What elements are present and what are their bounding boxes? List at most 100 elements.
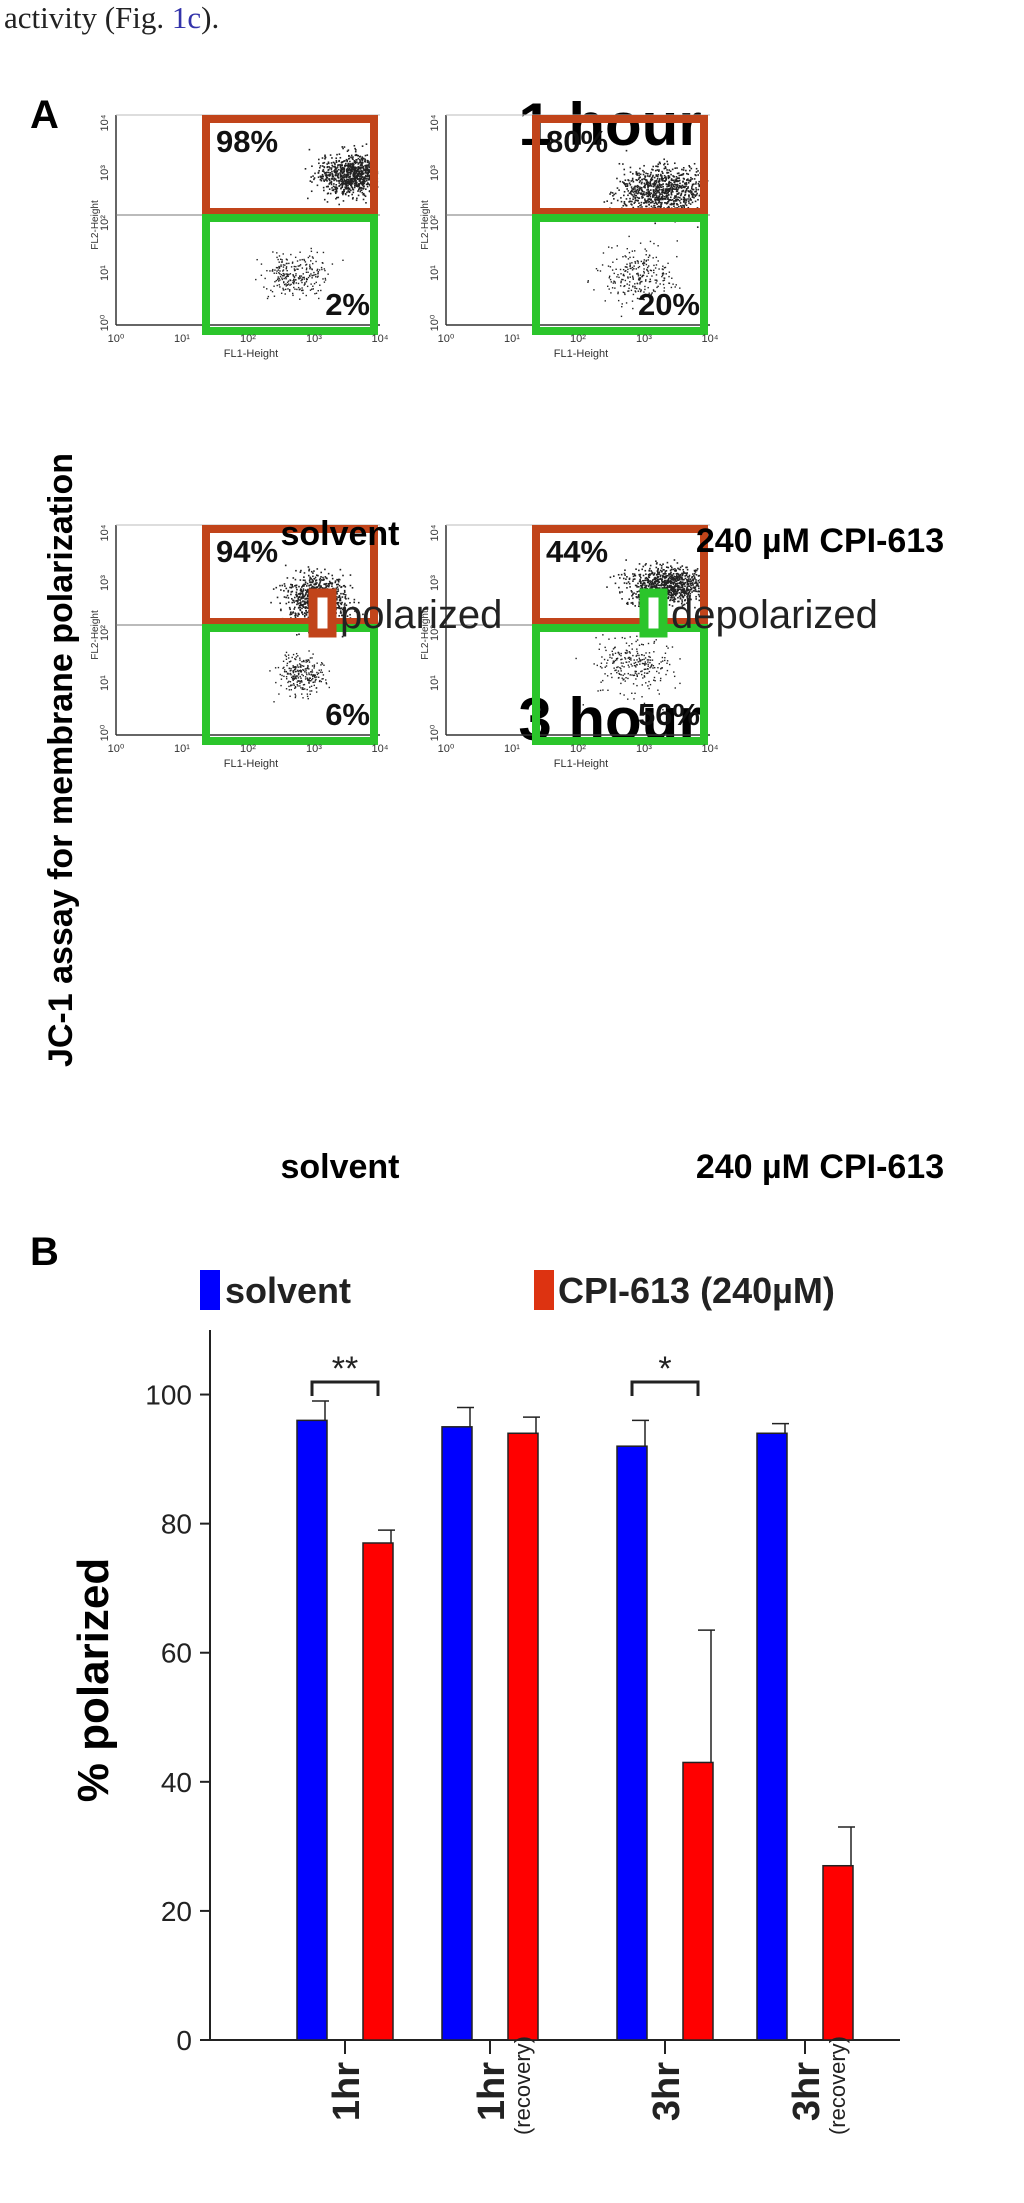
x-tick-label: 10² [240,333,256,345]
event-dot [295,675,297,677]
event-dot [301,591,304,593]
event-dot [649,184,652,187]
event-dot [302,593,304,596]
legend-swatch-solvent [200,1270,220,1310]
event-dot [621,181,624,183]
event-dot [668,586,671,589]
event-dot [298,604,301,607]
event-dot [643,668,646,671]
event-dot [367,165,369,168]
event-dot [622,662,624,664]
event-dot [352,174,354,176]
event-dot [657,580,660,583]
event-dot [318,269,321,271]
event-dot [303,258,305,261]
event-dot [313,271,315,274]
event-dot [611,269,614,271]
event-dot [299,579,302,581]
event-dot [676,240,678,242]
event-dot [282,660,285,663]
event-dot [298,585,300,588]
event-dot [360,173,363,176]
event-dot [668,275,670,278]
event-dot [299,665,302,668]
event-dot [677,585,679,588]
event-dot [647,199,649,202]
event-dot [608,288,610,290]
event-dot [629,183,632,186]
event-dot [321,177,324,180]
event-dot [649,574,651,576]
event-dot [279,273,281,275]
event-dot [661,188,664,191]
event-dot [354,179,356,182]
event-dot [322,175,324,178]
event-dot [620,682,622,685]
event-dot [619,268,622,271]
event-dot [668,574,671,576]
event-dot [627,258,630,260]
event-dot [645,178,647,181]
event-dot [317,275,319,277]
event-dot [365,143,368,145]
x-tick-label: 3hr [646,2062,688,2121]
event-dot [368,190,371,193]
event-dot [657,584,660,587]
event-dot [656,286,658,289]
event-dot [306,695,309,698]
event-dot [665,273,667,275]
event-dot [342,574,344,577]
event-dot [644,198,646,201]
event-dot [357,170,360,173]
event-dot [308,672,310,674]
y-tick-label: 10⁰ [429,314,441,331]
event-dot [670,202,673,205]
event-dot [654,190,657,193]
event-dot [661,184,663,186]
event-dot [688,164,690,167]
event-dot [342,182,344,184]
event-dot [280,589,282,591]
event-dot [664,583,667,586]
event-dot [668,586,670,588]
event-dot [668,271,671,273]
event-dot [674,578,677,580]
event-dot [276,596,279,599]
event-dot [342,183,345,185]
event-dot [287,283,290,285]
event-dot [304,676,307,678]
event-dot [657,190,659,192]
figure-link[interactable]: 1c [172,0,201,35]
event-dot [679,194,682,197]
event-dot [279,275,282,278]
event-dot [324,269,326,272]
event-dot [290,266,293,268]
event-dot [691,184,694,187]
event-dot [340,170,342,173]
event-dot [644,285,646,288]
event-dot [621,636,624,639]
event-dot [646,659,649,661]
y-tick-label: 10⁰ [99,314,111,331]
event-dot [354,610,356,612]
y-tick-label: 10¹ [429,265,441,281]
event-dot [357,163,360,165]
event-dot [648,292,650,294]
event-dot [639,575,641,578]
event-dot [622,291,625,293]
event-dot [649,201,652,204]
event-dot [648,185,650,187]
event-dot [364,174,367,177]
event-dot [644,199,646,202]
event-dot [328,166,330,168]
event-dot [343,604,346,606]
event-dot [665,188,668,190]
event-dot [363,179,366,182]
event-dot [307,697,309,700]
event-dot [680,586,683,589]
event-dot [636,297,639,300]
event-dot [604,300,606,302]
event-dot [306,678,309,680]
event-dot [648,203,650,206]
event-dot [343,593,345,596]
